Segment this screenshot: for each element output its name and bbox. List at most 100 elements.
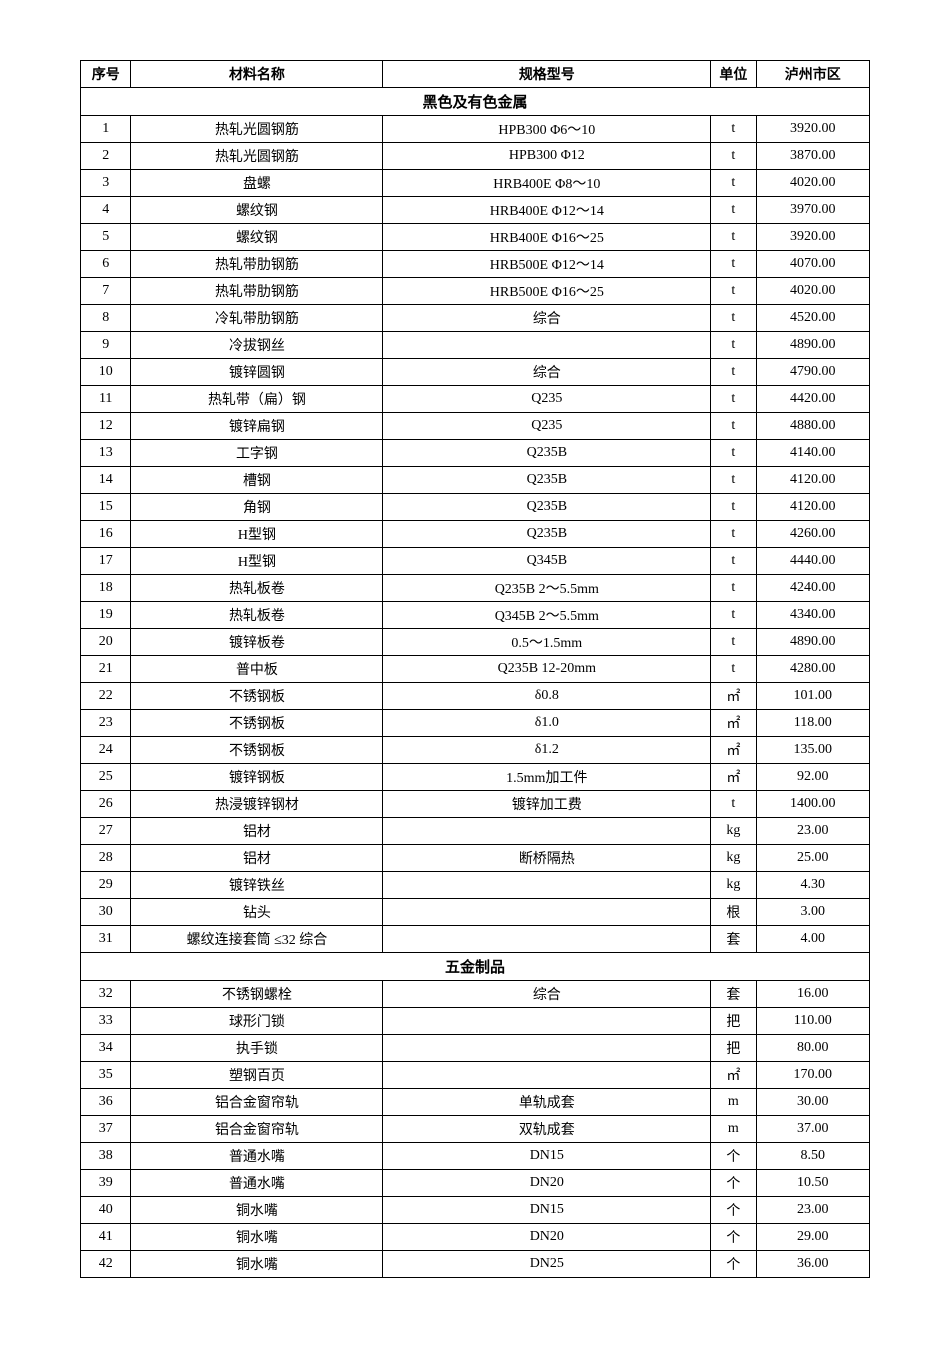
cell-unit: 把 — [711, 1035, 756, 1062]
table-row: 31螺纹连接套筒 ≤32 综合套4.00 — [81, 926, 870, 953]
cell-name: 镀锌板卷 — [131, 629, 383, 656]
table-row: 19热轧板卷Q345B 2～5.5mmt4340.00 — [81, 602, 870, 629]
cell-price: 4520.00 — [756, 305, 869, 332]
cell-spec: 综合 — [383, 305, 711, 332]
cell-unit: t — [711, 359, 756, 386]
table-row: 11热轧带（扁）钢Q235t4420.00 — [81, 386, 870, 413]
cell-unit: ㎡ — [711, 764, 756, 791]
cell-name: 热轧带肋钢筋 — [131, 251, 383, 278]
cell-name: H型钢 — [131, 548, 383, 575]
cell-unit: t — [711, 170, 756, 197]
cell-spec — [383, 1035, 711, 1062]
cell-unit: 个 — [711, 1197, 756, 1224]
cell-unit: t — [711, 143, 756, 170]
cell-price: 4890.00 — [756, 629, 869, 656]
cell-name: 热轧板卷 — [131, 575, 383, 602]
cell-name: 镀锌圆钢 — [131, 359, 383, 386]
cell-spec: DN25 — [383, 1251, 711, 1278]
cell-price: 1400.00 — [756, 791, 869, 818]
table-row: 5螺纹钢HRB400E Φ16～25t3920.00 — [81, 224, 870, 251]
cell-spec: 双轨成套 — [383, 1116, 711, 1143]
cell-price: 80.00 — [756, 1035, 869, 1062]
cell-name: 热轧光圆钢筋 — [131, 116, 383, 143]
cell-name: 钻头 — [131, 899, 383, 926]
cell-seq: 28 — [81, 845, 131, 872]
cell-price: 92.00 — [756, 764, 869, 791]
cell-spec: 断桥隔热 — [383, 845, 711, 872]
cell-price: 36.00 — [756, 1251, 869, 1278]
cell-price: 4.30 — [756, 872, 869, 899]
table-row: 1热轧光圆钢筋HPB300 Φ6～10t3920.00 — [81, 116, 870, 143]
cell-unit: t — [711, 629, 756, 656]
cell-unit: ㎡ — [711, 1062, 756, 1089]
cell-seq: 5 — [81, 224, 131, 251]
table-row: 4螺纹钢HRB400E Φ12～14t3970.00 — [81, 197, 870, 224]
cell-name: 热轧光圆钢筋 — [131, 143, 383, 170]
cell-seq: 40 — [81, 1197, 131, 1224]
cell-price: 4440.00 — [756, 548, 869, 575]
cell-spec: HRB400E Φ16～25 — [383, 224, 711, 251]
cell-spec: Q235B — [383, 440, 711, 467]
cell-spec: DN20 — [383, 1170, 711, 1197]
cell-unit: 个 — [711, 1143, 756, 1170]
cell-name: 镀锌扁钢 — [131, 413, 383, 440]
cell-name: 热浸镀锌钢材 — [131, 791, 383, 818]
cell-price: 135.00 — [756, 737, 869, 764]
cell-price: 8.50 — [756, 1143, 869, 1170]
cell-name: 不锈钢板 — [131, 737, 383, 764]
cell-name: 铜水嘴 — [131, 1251, 383, 1278]
cell-seq: 38 — [81, 1143, 131, 1170]
cell-seq: 10 — [81, 359, 131, 386]
cell-name: 盘螺 — [131, 170, 383, 197]
cell-name: 铝材 — [131, 818, 383, 845]
cell-spec: δ1.0 — [383, 710, 711, 737]
cell-spec: 镀锌加工费 — [383, 791, 711, 818]
cell-seq: 32 — [81, 981, 131, 1008]
cell-seq: 39 — [81, 1170, 131, 1197]
table-row: 20镀锌板卷0.5～1.5mmt4890.00 — [81, 629, 870, 656]
cell-seq: 20 — [81, 629, 131, 656]
cell-price: 4.00 — [756, 926, 869, 953]
cell-price: 10.50 — [756, 1170, 869, 1197]
cell-spec: δ1.2 — [383, 737, 711, 764]
cell-spec: Q235B 2～5.5mm — [383, 575, 711, 602]
table-row: 27铝材kg23.00 — [81, 818, 870, 845]
cell-spec: Q235B — [383, 521, 711, 548]
cell-name: 铝合金窗帘轨 — [131, 1089, 383, 1116]
table-row: 38普通水嘴DN15个8.50 — [81, 1143, 870, 1170]
cell-price: 110.00 — [756, 1008, 869, 1035]
table-row: 22不锈钢板δ0.8㎡101.00 — [81, 683, 870, 710]
cell-unit: t — [711, 332, 756, 359]
cell-name: 螺纹连接套筒 ≤32 综合 — [131, 926, 383, 953]
cell-name: 普通水嘴 — [131, 1170, 383, 1197]
cell-price: 37.00 — [756, 1116, 869, 1143]
cell-seq: 23 — [81, 710, 131, 737]
cell-name: 热轧带（扁）钢 — [131, 386, 383, 413]
cell-name: 镀锌钢板 — [131, 764, 383, 791]
cell-name: 普中板 — [131, 656, 383, 683]
cell-seq: 13 — [81, 440, 131, 467]
cell-price: 4120.00 — [756, 494, 869, 521]
cell-spec: 综合 — [383, 359, 711, 386]
cell-name: 冷拔钢丝 — [131, 332, 383, 359]
cell-spec: DN15 — [383, 1197, 711, 1224]
cell-price: 4240.00 — [756, 575, 869, 602]
cell-price: 118.00 — [756, 710, 869, 737]
table-row: 21普中板Q235B 12-20mmt4280.00 — [81, 656, 870, 683]
table-row: 34执手锁把80.00 — [81, 1035, 870, 1062]
cell-spec: Q345B 2～5.5mm — [383, 602, 711, 629]
cell-seq: 22 — [81, 683, 131, 710]
cell-unit: t — [711, 602, 756, 629]
cell-unit: 个 — [711, 1251, 756, 1278]
cell-spec: Q235 — [383, 386, 711, 413]
cell-name: 不锈钢螺栓 — [131, 981, 383, 1008]
cell-unit: t — [711, 656, 756, 683]
cell-seq: 9 — [81, 332, 131, 359]
cell-unit: t — [711, 791, 756, 818]
cell-unit: ㎡ — [711, 737, 756, 764]
cell-unit: t — [711, 521, 756, 548]
cell-price: 4880.00 — [756, 413, 869, 440]
table-row: 30钻头根3.00 — [81, 899, 870, 926]
cell-name: 角钢 — [131, 494, 383, 521]
table-row: 42铜水嘴DN25个36.00 — [81, 1251, 870, 1278]
